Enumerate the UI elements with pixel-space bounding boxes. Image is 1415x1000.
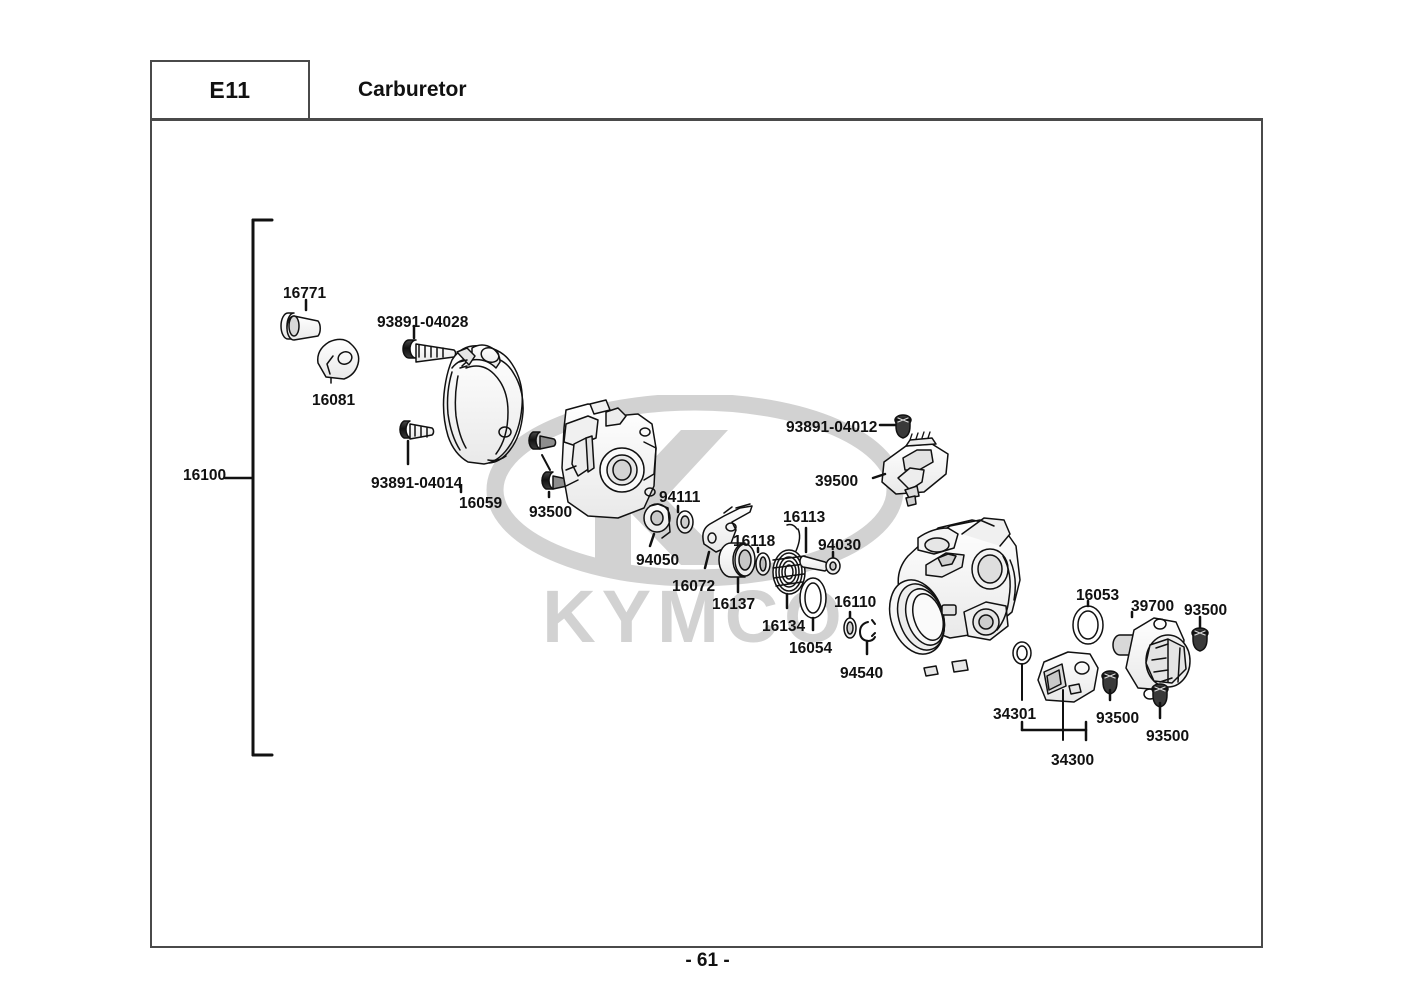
part-label-16771[interactable]: 16771 (283, 285, 327, 302)
part-label-16053[interactable]: 16053 (1076, 587, 1120, 604)
part-label-93500-c[interactable]: 93500 (1096, 710, 1140, 727)
part-label-94050[interactable]: 94050 (636, 552, 680, 569)
part-label-16072[interactable]: 16072 (672, 578, 716, 595)
part-93500-screw-right-bottom (1151, 683, 1169, 720)
part-label-16081[interactable]: 16081 (312, 392, 356, 409)
page-number: - 61 - (685, 950, 730, 971)
part-label-16054[interactable]: 16054 (789, 640, 833, 657)
part-16771-stopper (280, 298, 321, 341)
part-label-16100[interactable]: 16100 (183, 467, 227, 484)
part-34300-tps-sensor (1037, 651, 1099, 741)
part-throttle-body-right (888, 517, 1021, 677)
part-16081-lever-plate (316, 338, 360, 384)
part-16118-seal (755, 546, 771, 576)
part-label-93500-b[interactable]: 93500 (1184, 602, 1228, 619)
part-16110-washer (843, 610, 857, 639)
part-label-34301[interactable]: 34301 (993, 706, 1037, 723)
part-93891-04012-screw (878, 414, 912, 439)
part-label-94030[interactable]: 94030 (818, 537, 862, 554)
part-label-39500[interactable]: 39500 (815, 473, 859, 490)
part-94050-nut (643, 503, 671, 548)
part-39700-iacv (1112, 610, 1191, 700)
part-label-93891-04012[interactable]: 93891-04012 (786, 419, 878, 436)
part-93891-04014-screw (399, 420, 435, 466)
part-label-16134[interactable]: 16134 (762, 618, 806, 635)
part-94030-nut (825, 550, 841, 575)
header-section-code-cell: E11 (150, 60, 310, 120)
section-code: E11 (209, 76, 251, 103)
part-93500-screw-right-mid (1101, 670, 1119, 702)
part-label-94540[interactable]: 94540 (840, 665, 884, 682)
part-label-94111[interactable]: 94111 (659, 489, 701, 506)
part-16059-cover (442, 344, 524, 494)
part-label-93891-04014[interactable]: 93891-04014 (371, 475, 463, 492)
part-93891-04028-screw (402, 324, 457, 363)
part-16100-throttle-body-main (561, 399, 657, 519)
part-16053-oring (1072, 599, 1104, 645)
part-label-93500-a[interactable]: 93500 (529, 504, 573, 521)
part-label-16113[interactable]: 16113 (783, 509, 826, 526)
part-label-16118[interactable]: 16118 (733, 533, 776, 550)
part-34301-oring (1012, 641, 1032, 701)
part-39500-map-sensor (871, 431, 949, 507)
part-label-16137[interactable]: 16137 (712, 596, 756, 613)
part-label-39700[interactable]: 39700 (1131, 598, 1175, 615)
group-bracket-34300 (1020, 720, 1088, 742)
page-title: Carburetor (358, 78, 467, 101)
part-label-16059[interactable]: 16059 (459, 495, 503, 512)
group-bracket-16100 (223, 218, 274, 757)
part-93500-screw-right-top (1191, 615, 1209, 652)
part-label-93891-04028[interactable]: 93891-04028 (377, 314, 469, 331)
header-divider-rule (310, 118, 1263, 120)
part-label-34300[interactable]: 34300 (1051, 752, 1095, 769)
part-label-93500-d[interactable]: 93500 (1146, 728, 1190, 745)
part-94111-washer (676, 504, 694, 534)
part-label-16110[interactable]: 16110 (834, 594, 877, 611)
part-94540-circlip (859, 619, 876, 656)
